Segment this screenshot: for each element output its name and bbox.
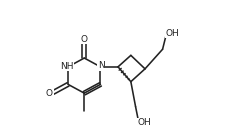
- Text: O: O: [46, 89, 53, 98]
- Text: OH: OH: [137, 118, 151, 127]
- Text: OH: OH: [165, 29, 178, 38]
- Text: N: N: [97, 61, 104, 70]
- Text: O: O: [80, 35, 87, 44]
- Text: NH: NH: [60, 62, 73, 71]
